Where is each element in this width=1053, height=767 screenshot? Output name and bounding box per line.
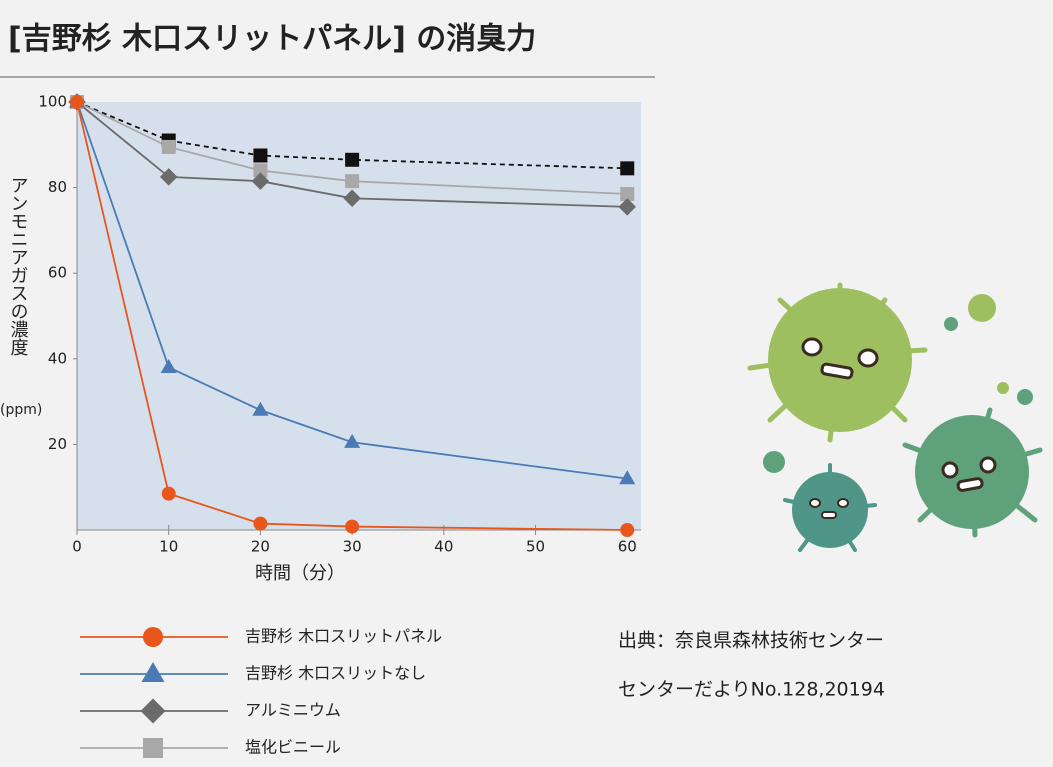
y-tick-label: 60 <box>48 264 67 282</box>
x-axis-label: 時間（分） <box>255 563 345 584</box>
x-tick-label: 50 <box>526 538 545 556</box>
x-tick-label: 0 <box>72 538 82 556</box>
y-axis-label: アンモニアガスの濃度 <box>8 176 29 356</box>
marker <box>253 516 268 531</box>
legend-marker <box>141 662 165 682</box>
marker <box>345 174 360 189</box>
marker <box>619 470 636 485</box>
marker <box>253 163 268 178</box>
y-tick-label: 40 <box>48 349 67 367</box>
y-tick-label: 80 <box>48 178 67 196</box>
chart-title: [吉野杉 木口スリットパネル] の消臭力 <box>8 22 536 57</box>
marker <box>161 139 176 154</box>
x-tick-label: 30 <box>343 538 362 556</box>
marker <box>252 401 269 416</box>
marker <box>343 189 361 208</box>
marker <box>618 198 636 216</box>
x-tick-label: 10 <box>159 538 178 556</box>
legend-marker <box>143 738 163 758</box>
marker <box>159 168 178 186</box>
source-note: センターだよりNo.128,20194 <box>618 679 885 701</box>
legend-label: 吉野杉 木口スリットパネル <box>245 627 442 646</box>
legend-label: アルミニウム <box>245 701 341 720</box>
legend-marker <box>143 627 163 647</box>
marker <box>70 95 84 109</box>
x-tick-label: 40 <box>434 538 453 556</box>
marker <box>161 486 176 501</box>
marker <box>345 519 360 534</box>
y-tick-label: 20 <box>48 435 67 453</box>
marker <box>344 433 361 448</box>
y-axis-unit: (ppm) <box>0 402 42 418</box>
marker <box>620 187 635 202</box>
y-tick-label: 100 <box>38 93 67 111</box>
marker <box>620 523 635 537</box>
legend-label: 吉野杉 木口スリットなし <box>245 664 426 683</box>
x-tick-label: 60 <box>618 538 637 556</box>
legend-label: 塩化ビニール <box>245 738 341 757</box>
x-tick-label: 20 <box>251 538 270 556</box>
marker <box>160 358 177 373</box>
marker <box>345 152 360 167</box>
virus-illustration <box>747 282 1043 552</box>
legend-marker <box>140 698 166 724</box>
marker <box>251 172 270 190</box>
marker <box>620 161 635 176</box>
marker <box>253 148 268 163</box>
source-note: 出典：奈良県森林技術センター <box>618 630 884 652</box>
